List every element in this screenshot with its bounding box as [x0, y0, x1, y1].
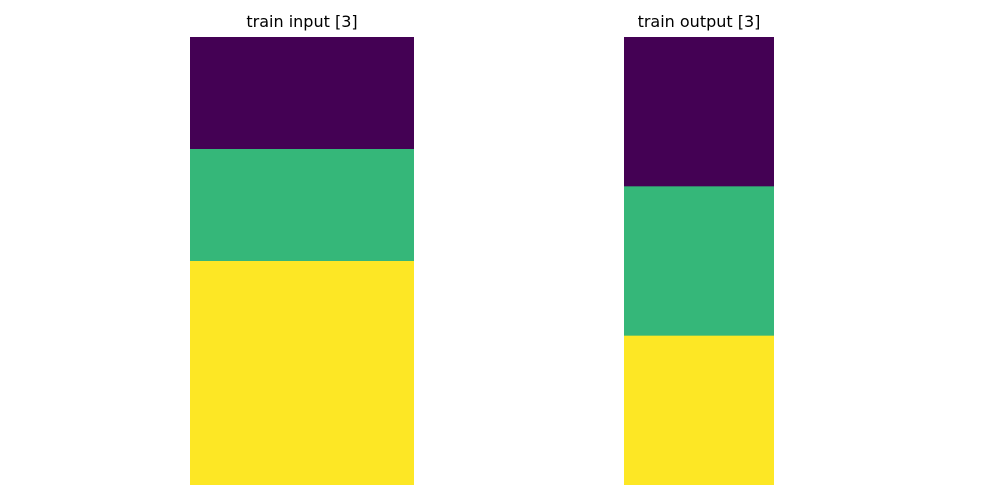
train-output-cell-r0-c0 — [624, 37, 774, 187]
train-output-panel: train output [3] — [624, 0, 774, 485]
train-input-cell-r3-c0 — [190, 373, 303, 485]
train-output-cell-r1-c0 — [624, 186, 774, 337]
train-output-grid — [624, 37, 774, 485]
train-input-cell-r0-c1 — [302, 37, 414, 150]
train-output-title: train output [3] — [637, 12, 761, 31]
train-input-panel: train input [3] — [190, 0, 414, 485]
train-input-cell-r3-c1 — [302, 373, 414, 485]
train-input-heatmap — [190, 37, 414, 485]
train-output-heatmap — [624, 37, 774, 485]
train-input-cell-r2-c0 — [190, 261, 303, 374]
train-input-grid — [190, 37, 414, 485]
train-input-title: train input [3] — [246, 12, 358, 31]
train-input-cell-r1-c0 — [190, 149, 303, 262]
train-input-cell-r2-c1 — [302, 261, 414, 374]
train-output-cell-r2-c0 — [624, 335, 774, 485]
train-input-cell-r0-c0 — [190, 37, 303, 150]
train-input-cell-r1-c1 — [302, 149, 414, 262]
